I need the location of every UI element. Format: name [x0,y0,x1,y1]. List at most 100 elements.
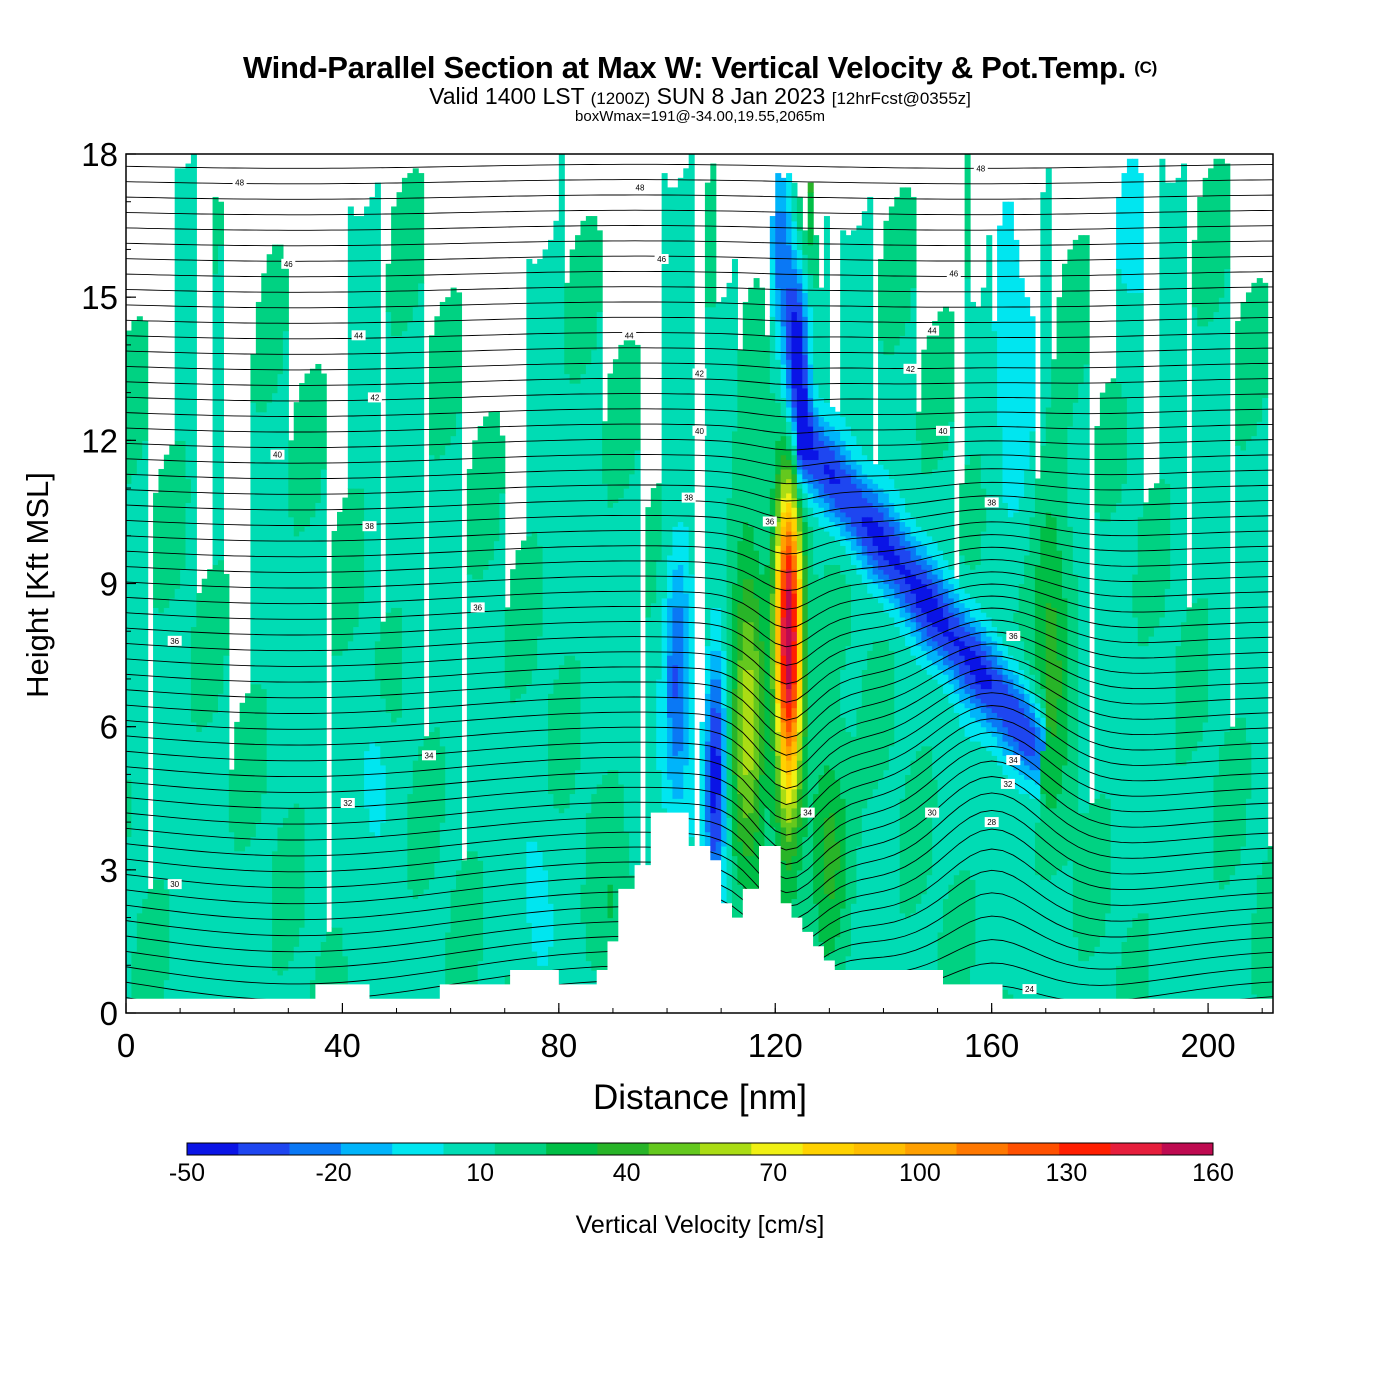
velocity-cell [618,344,625,499]
velocity-cell [850,903,857,1013]
velocity-cell [942,578,949,589]
svg-text:40: 40 [273,451,282,460]
velocity-cell [813,488,820,503]
theta-label: 46 [654,254,669,264]
velocity-cell [445,297,452,446]
svg-text:36: 36 [1009,632,1018,641]
velocity-cell [548,239,555,694]
velocity-cell [1186,607,1193,761]
velocity-cell [136,316,143,461]
velocity-cell [585,216,592,365]
velocity-cell [975,631,982,642]
velocity-cell [786,569,793,589]
velocity-cell [434,726,441,861]
theta-label: 34 [1006,755,1021,766]
velocity-cell [612,359,619,503]
velocity-cell [786,545,793,556]
velocity-cell [780,616,787,656]
velocity-cell [667,655,674,718]
velocity-cell [991,755,998,1000]
velocity-cell [374,836,381,1013]
velocity-cell [867,478,874,489]
velocity-cell [656,559,663,680]
velocity-cell [428,454,435,733]
velocity-cell [791,788,798,809]
theta-contour [126,655,1273,756]
velocity-cell [980,612,987,628]
velocity-cell [888,616,895,651]
velocity-cell [1013,659,1020,675]
velocity-cell [878,526,885,556]
theta-label: 42 [367,392,382,403]
velocity-cell [921,612,928,628]
velocity-cell [320,373,327,470]
velocity-cell [867,488,874,503]
velocity-cell [964,683,971,694]
velocity-cell [1235,445,1242,718]
velocity-cell [1153,626,1160,1013]
velocity-cell [780,769,787,790]
velocity-cell [991,330,998,628]
velocity-cell [775,473,782,499]
velocity-cell [180,569,187,1013]
velocity-cell [742,855,749,900]
velocity-cell [829,483,836,499]
velocity-cell [856,573,863,709]
velocity-cell [937,645,944,656]
velocity-cell [337,511,344,656]
velocity-cell [921,349,928,475]
velocity-cell [1045,726,1052,809]
velocity-cell [791,268,798,289]
velocity-cell [239,850,246,1013]
velocity-cell [883,583,890,599]
velocity-cell [818,440,825,484]
velocity-cell [1105,798,1112,914]
velocity-cell [959,612,966,628]
colorbar-swatch [392,1143,444,1155]
x-tick-label: 80 [540,1027,577,1064]
velocity-cell [970,635,977,651]
velocity-cell [715,841,722,876]
velocity-cell [915,621,922,632]
velocity-cell [1024,297,1031,470]
velocity-cell [1034,822,1041,876]
velocity-cell [277,974,284,1013]
velocity-cell [780,416,787,437]
velocity-cell [786,803,793,823]
velocity-cell [580,373,587,885]
velocity-cell [737,602,744,661]
velocity-cell [888,745,895,1013]
velocity-cell [894,607,901,628]
velocity-cell [802,492,809,508]
velocity-cell [872,464,879,484]
velocity-cell [142,321,149,441]
velocity-cell [1013,621,1020,661]
velocity-cell [364,750,371,809]
theta-contour [126,643,1273,739]
velocity-cell [948,311,955,422]
theta-label: 42 [903,363,918,374]
colorbar: -50 -20 10 40 70 100 130 160 [169,1142,1234,1187]
velocity-cell [1148,488,1155,637]
velocity-cell [1191,602,1198,752]
velocity-cell [883,507,890,523]
velocity-cell [991,669,998,713]
velocity-cell [829,769,836,814]
velocity-cell [688,154,695,575]
velocity-cell [948,884,955,1013]
velocity-cell [721,845,728,943]
velocity-cell [1132,917,1139,1013]
velocity-cell [915,607,922,623]
velocity-cell [959,688,966,704]
velocity-cell [401,330,408,1013]
velocity-cell [780,435,787,456]
velocity-cell [1143,502,1150,647]
velocity-cell [542,249,549,871]
velocity-cell [791,569,798,594]
velocity-cell [953,593,960,608]
velocity-cell [786,244,793,289]
velocity-cell [910,573,917,594]
velocity-cell [915,631,922,647]
velocity-cell [818,526,825,580]
velocity-cell [731,430,738,585]
